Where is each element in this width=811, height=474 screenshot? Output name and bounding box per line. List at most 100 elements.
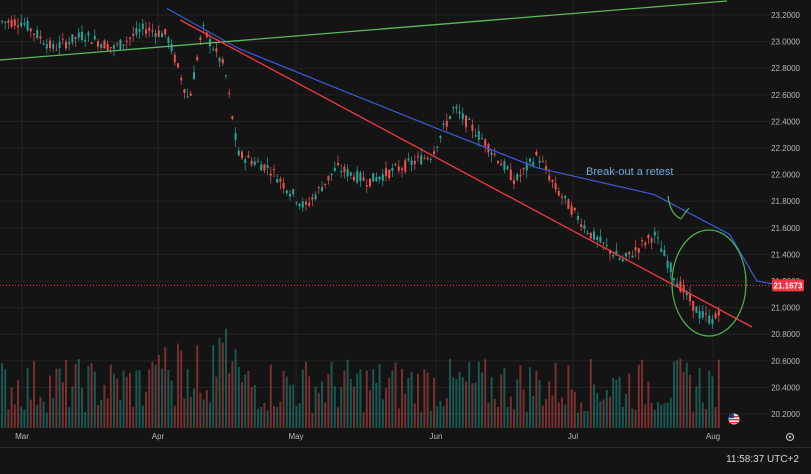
candle-body [349,172,352,176]
volume-bar [657,401,659,428]
y-tick-label: 20.2000 [771,410,800,419]
candle-body [180,77,183,81]
candle-body [151,30,154,32]
candle-body [682,285,685,293]
volume-bar [289,385,291,428]
candle-body [465,115,467,128]
volume-bar [260,406,263,428]
y-tick-label: 22.0000 [771,171,800,180]
candle-body [532,161,535,166]
x-tick-label: Jun [430,432,443,441]
volume-bar [593,384,595,428]
volume-bar [426,372,429,428]
annotation-text[interactable]: Break-out a retest [586,166,673,178]
flag-icon[interactable] [728,413,740,425]
candle-body [109,47,112,49]
candle-body [567,199,570,209]
volume-bar [125,376,128,428]
time-axis[interactable]: Mar Apr May Jun Jul Aug [15,432,720,441]
volume-bar [689,374,691,428]
candle-body [433,151,435,155]
volume-bar [650,402,653,428]
volume-bar [538,380,541,428]
volume-bar [253,384,256,428]
red-trendline[interactable] [179,19,753,328]
volume-bar [490,377,493,428]
volume-bar [381,399,384,428]
volume-bar [609,396,611,428]
candle-body [493,153,496,155]
candle-body [97,41,99,47]
volume-bar [349,379,352,428]
candle-body [55,49,58,51]
y-tick-label: 20.4000 [771,383,800,392]
candle-body [509,169,512,181]
status-bar: 11:58:37 UTC+2 [0,447,811,474]
candle-body [554,183,557,190]
volume-bar [583,410,586,428]
volume-bar [295,405,298,428]
green-trendline[interactable] [0,0,728,61]
candle-body [404,160,407,172]
candle-body [260,164,263,171]
volume-bar [36,404,39,428]
candle-body [324,183,327,185]
volume-bar [433,377,435,428]
volume-bar [378,364,381,428]
volume-bar [369,390,371,428]
volume-bar [42,401,45,428]
candle-body [516,174,519,181]
candle-body [388,169,391,179]
candle-body [378,176,381,180]
candles [1,14,720,329]
hand-drawn-arrow[interactable] [667,195,690,220]
volume-bar [161,368,163,428]
candle-body [538,160,541,163]
volume-bar [513,409,515,428]
highlight-circle[interactable] [671,229,747,337]
candle-body [317,187,320,189]
candle-body [461,113,464,120]
candle-body [618,257,621,260]
volume-bar [612,377,615,428]
candle-body [356,170,359,183]
candle-body [327,175,330,181]
volume-bar [138,370,141,428]
settings-icon[interactable] [785,432,795,442]
candle-body [429,158,432,160]
volume-bar [333,386,336,428]
candle-body [605,245,608,247]
volume-bar [180,350,183,428]
candle-body [657,237,659,239]
volume-bar [401,368,403,428]
volume-bar [493,398,496,428]
volume-bar [61,382,64,428]
volume-bar [375,382,378,428]
volume-bar [93,371,96,428]
candle-body [247,155,250,158]
volume-bar [653,409,656,428]
volume-bar [554,362,557,428]
candle-body [52,43,55,49]
candle-body [666,260,669,268]
volume-bar [189,396,192,428]
candle-body [154,33,157,37]
volume-bar [634,409,637,428]
candle-body [269,173,272,176]
candle-body [359,172,362,182]
volume-bar [186,369,189,428]
candle-body [580,224,583,228]
volume-bar [548,381,551,428]
candle-body [545,166,547,171]
candle-body [122,44,125,46]
candle-body [417,156,419,158]
candle-body [292,189,295,195]
volume-bar [308,376,311,428]
volume-bar [81,387,83,428]
volume-bar [525,411,528,428]
volume-bar [337,407,339,428]
candle-body [570,205,573,215]
volume-bar [445,398,448,428]
candle-body [93,35,96,40]
